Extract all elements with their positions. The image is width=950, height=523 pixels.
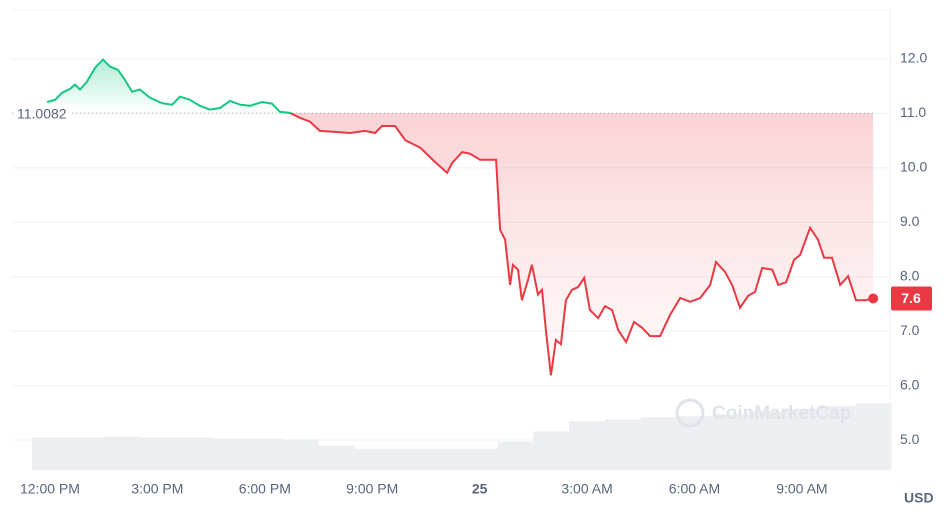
volume-bar	[497, 441, 534, 470]
x-tick-label: 9:00 PM	[346, 481, 398, 497]
baseline-label: 11.0082	[17, 106, 67, 122]
x-tick-label: 9:00 AM	[776, 481, 827, 497]
volume-bar	[67, 437, 104, 470]
watermark-logo	[675, 398, 705, 428]
volume-bar	[461, 448, 498, 470]
volume-bar	[819, 406, 856, 470]
price-line-down	[281, 112, 874, 376]
volume-bar	[175, 437, 212, 470]
last-point	[868, 293, 879, 304]
x-tick-label: 6:00 AM	[669, 481, 720, 497]
x-tick-label: 25	[472, 481, 488, 497]
volume-bar	[139, 437, 176, 470]
volume-bar	[318, 445, 355, 470]
volume-bar	[390, 448, 426, 470]
y-tick-label: 5.0	[900, 431, 920, 447]
volume-bar	[282, 439, 319, 470]
volume-bar	[354, 448, 391, 470]
volume-bar	[425, 448, 462, 470]
volume-bar	[103, 436, 140, 470]
volume-bar	[855, 403, 892, 470]
volume-bar	[32, 437, 68, 470]
area-up	[47, 59, 291, 113]
y-tick-label: 12.0	[900, 50, 927, 66]
y-tick-label: 6.0	[900, 376, 920, 392]
x-tick-label: 6:00 PM	[239, 481, 291, 497]
y-tick-label: 11.0	[900, 104, 926, 120]
unit-label: USD	[904, 490, 934, 506]
y-tick-label: 10.0	[900, 159, 927, 175]
area-down	[47, 112, 874, 376]
volume-bar	[604, 419, 641, 470]
volume-bar	[246, 438, 283, 470]
x-tick-label: 3:00 AM	[561, 481, 612, 497]
volume-bar	[784, 409, 820, 470]
watermark: CoinMarketCap	[675, 398, 851, 428]
baseline-label-bg	[14, 103, 72, 122]
price-line-up	[46, 58, 293, 113]
y-tick-label: 7.0	[900, 322, 920, 338]
y-tick-label: 8.0	[900, 267, 920, 283]
y-tick-label: 9.0	[900, 213, 920, 229]
volume-bar	[569, 421, 605, 470]
price-tag	[891, 286, 932, 311]
price-tag-label: 7.6	[901, 290, 921, 306]
x-tick-label: 12:00 PM	[20, 481, 80, 497]
watermark-text: CoinMarketCap	[712, 403, 851, 424]
volume-bar	[748, 411, 785, 470]
x-tick-label: 3:00 PM	[131, 481, 183, 497]
volume-bar	[533, 431, 570, 470]
volume-bar	[211, 438, 247, 470]
volume-bar	[712, 414, 749, 470]
volume-bar	[640, 417, 677, 470]
